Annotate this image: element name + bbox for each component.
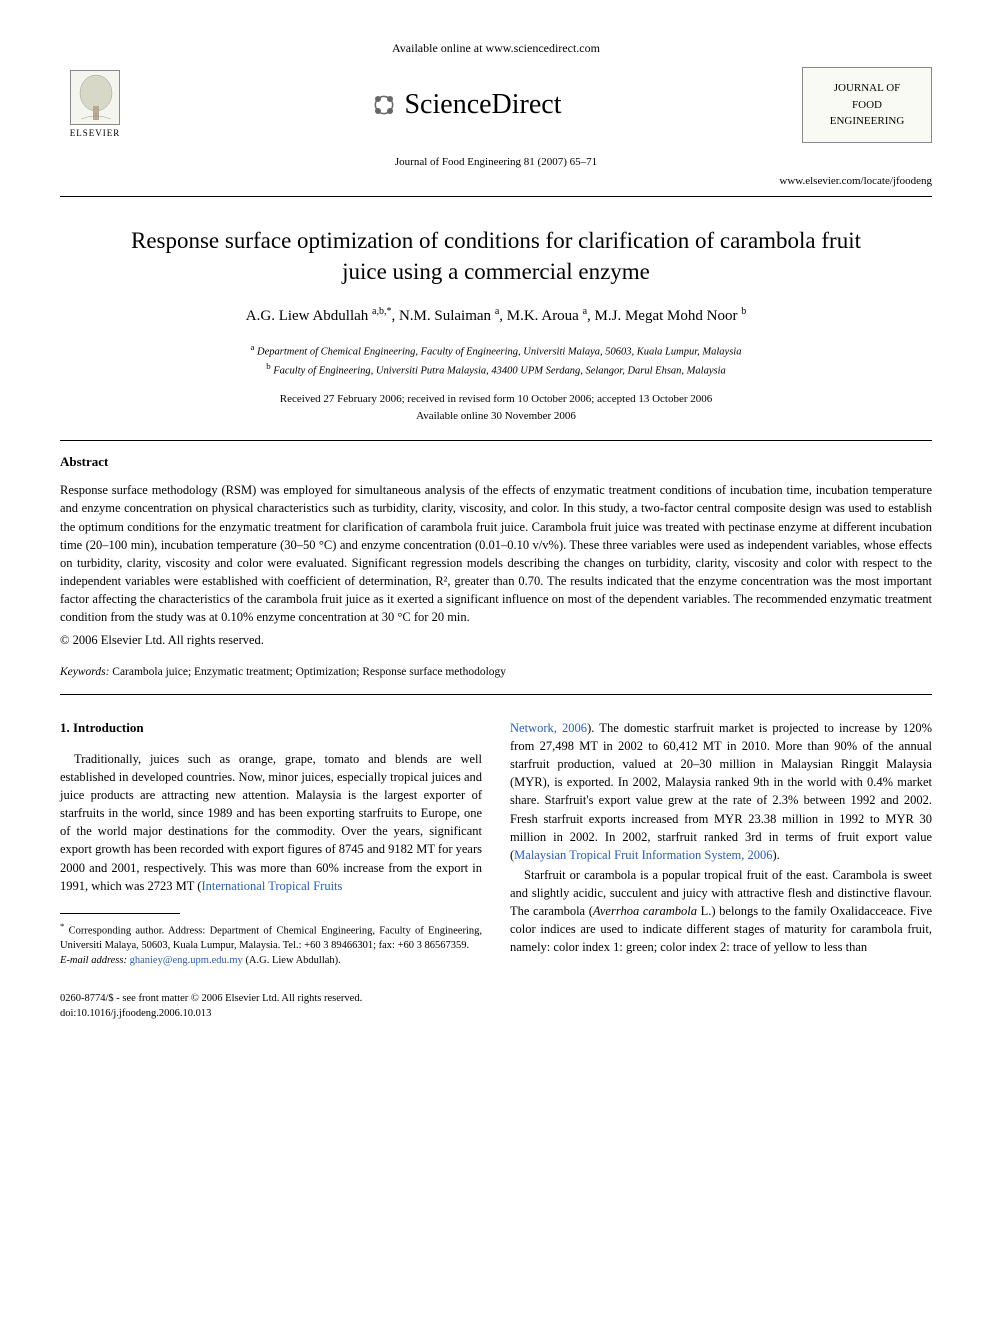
elsevier-label: ELSEVIER xyxy=(70,127,121,140)
sciencedirect-text: ScienceDirect xyxy=(404,85,561,124)
email-label: E-mail address: xyxy=(60,955,127,966)
keywords-label: Keywords: xyxy=(60,666,109,678)
elsevier-logo: ELSEVIER xyxy=(60,65,130,145)
affiliation-a: Department of Chemical Engineering, Facu… xyxy=(257,346,741,357)
affiliations: a Department of Chemical Engineering, Fa… xyxy=(60,341,932,380)
journal-badge-line: FOOD xyxy=(809,97,925,114)
citation-link[interactable]: Malaysian Tropical Fruit Information Sys… xyxy=(514,848,772,862)
email-footnote: E-mail address: ghaniey@eng.upm.edu.my (… xyxy=(60,954,482,969)
body-columns: 1. Introduction Traditionally, juices su… xyxy=(60,719,932,968)
affiliation-b: Faculty of Engineering, Universiti Putra… xyxy=(273,365,726,376)
footnote-rule xyxy=(60,913,180,914)
journal-url: www.elsevier.com/locate/jfoodeng xyxy=(60,174,932,189)
email-attribution: (A.G. Liew Abdullah). xyxy=(245,955,340,966)
authors: A.G. Liew Abdullah a,b,*, N.M. Sulaiman … xyxy=(60,305,932,327)
header: Available online at www.sciencedirect.co… xyxy=(60,40,932,197)
intro-paragraph-1-cont: Network, 2006). The domestic starfruit m… xyxy=(510,719,932,864)
citation-link[interactable]: Network, 2006 xyxy=(510,721,587,735)
intro-paragraph-2: Starfruit or carambola is a popular trop… xyxy=(510,866,932,957)
available-online-text: Available online at www.sciencedirect.co… xyxy=(60,40,932,57)
date-received: Received 27 February 2006; received in r… xyxy=(60,391,932,408)
article-title: Response surface optimization of conditi… xyxy=(120,225,872,287)
abstract-bottom-rule xyxy=(60,694,932,695)
footer-doi: doi:10.1016/j.jfoodeng.2006.10.013 xyxy=(60,1007,932,1022)
date-online: Available online 30 November 2006 xyxy=(60,408,932,425)
keywords: Keywords: Carambola juice; Enzymatic tre… xyxy=(60,664,932,680)
journal-badge: JOURNAL OF FOOD ENGINEERING xyxy=(802,67,932,143)
dates-block: Received 27 February 2006; received in r… xyxy=(60,391,932,424)
abstract-top-rule xyxy=(60,440,932,441)
corresponding-author-footnote: * Corresponding author. Address: Departm… xyxy=(60,920,482,954)
keywords-text: Carambola juice; Enzymatic treatment; Op… xyxy=(112,666,506,678)
section-1-heading: 1. Introduction xyxy=(60,719,482,738)
column-right: Network, 2006). The domestic starfruit m… xyxy=(510,719,932,968)
abstract-text: Response surface methodology (RSM) was e… xyxy=(60,481,932,626)
footer-front-matter: 0260-8774/$ - see front matter © 2006 El… xyxy=(60,992,932,1007)
elsevier-tree-icon xyxy=(70,70,120,125)
footer: 0260-8774/$ - see front matter © 2006 El… xyxy=(60,992,932,1021)
intro-paragraph-1: Traditionally, juices such as orange, gr… xyxy=(60,750,482,895)
citation-link[interactable]: International Tropical Fruits xyxy=(201,879,342,893)
journal-badge-line: ENGINEERING xyxy=(809,113,925,130)
publisher-row: ELSEVIER ScienceDirect JOURNAL OF FOOD xyxy=(60,65,932,145)
abstract-copyright: © 2006 Elsevier Ltd. All rights reserved… xyxy=(60,632,932,650)
sciencedirect-icon xyxy=(370,91,398,119)
column-left: 1. Introduction Traditionally, juices su… xyxy=(60,719,482,968)
header-rule xyxy=(60,196,932,197)
sciencedirect-block: ScienceDirect xyxy=(130,85,802,124)
email-link[interactable]: ghaniey@eng.upm.edu.my xyxy=(130,955,243,966)
abstract-heading: Abstract xyxy=(60,453,932,471)
journal-badge-line: JOURNAL OF xyxy=(809,80,925,97)
journal-citation: Journal of Food Engineering 81 (2007) 65… xyxy=(60,155,932,170)
